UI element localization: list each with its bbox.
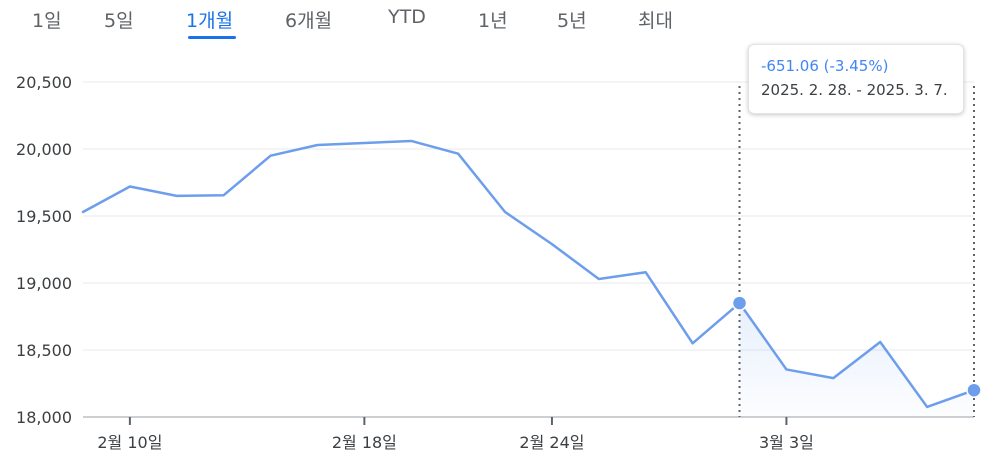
tab-6-months[interactable]: 6개월 [285, 10, 333, 32]
data-point [126, 183, 134, 191]
tab-5-days[interactable]: 5일 [104, 10, 134, 32]
data-point [407, 137, 415, 145]
data-point [923, 403, 931, 411]
data-point [313, 141, 321, 149]
x-tick-label: 2월 10일 [97, 433, 162, 452]
data-point [782, 365, 790, 373]
selection-endpoint [966, 382, 982, 398]
y-tick-label: 19,000 [16, 274, 72, 293]
x-tick-label: 2월 24일 [519, 433, 584, 452]
tab-5-years[interactable]: 5년 [557, 10, 587, 32]
tab-1-month[interactable]: 1개월 [186, 10, 234, 32]
data-point [595, 275, 603, 283]
series-line [81, 139, 976, 409]
data-point [548, 240, 556, 248]
data-point [501, 208, 509, 216]
data-point [267, 152, 275, 160]
data-point [220, 191, 228, 199]
y-tick-label: 18,500 [16, 341, 72, 360]
tab-1-day[interactable]: 1일 [32, 10, 62, 32]
tooltip-change-value: -651.06 (-3.45%) [761, 57, 889, 75]
data-point [642, 268, 650, 276]
x-tick-label: 3월 3일 [759, 433, 814, 452]
y-tick-label: 20,500 [16, 73, 72, 92]
data-point [454, 150, 462, 158]
x-tick-label: 2월 18일 [332, 433, 397, 452]
y-tick-label: 20,000 [16, 140, 72, 159]
data-point [173, 192, 181, 200]
selection-tooltip: -651.06 (-3.45%) 2025. 2. 28. - 2025. 3.… [748, 44, 964, 114]
tab-ytd[interactable]: YTD [388, 6, 426, 28]
y-tick-label: 19,500 [16, 207, 72, 226]
active-tab-indicator [188, 36, 236, 39]
selection-endpoint [731, 295, 748, 311]
data-point [829, 374, 837, 382]
range-tabs: 1일 5일 1개월 6개월 YTD 1년 5년 최대 [0, 0, 997, 44]
data-point [689, 339, 697, 347]
tab-max[interactable]: 최대 [638, 10, 673, 32]
data-point [876, 338, 884, 346]
y-tick-label: 18,000 [16, 408, 72, 427]
tooltip-date-range: 2025. 2. 28. - 2025. 3. 7. [761, 81, 948, 99]
tab-1-year[interactable]: 1년 [478, 10, 508, 32]
data-point [79, 208, 87, 216]
data-point [360, 139, 368, 147]
